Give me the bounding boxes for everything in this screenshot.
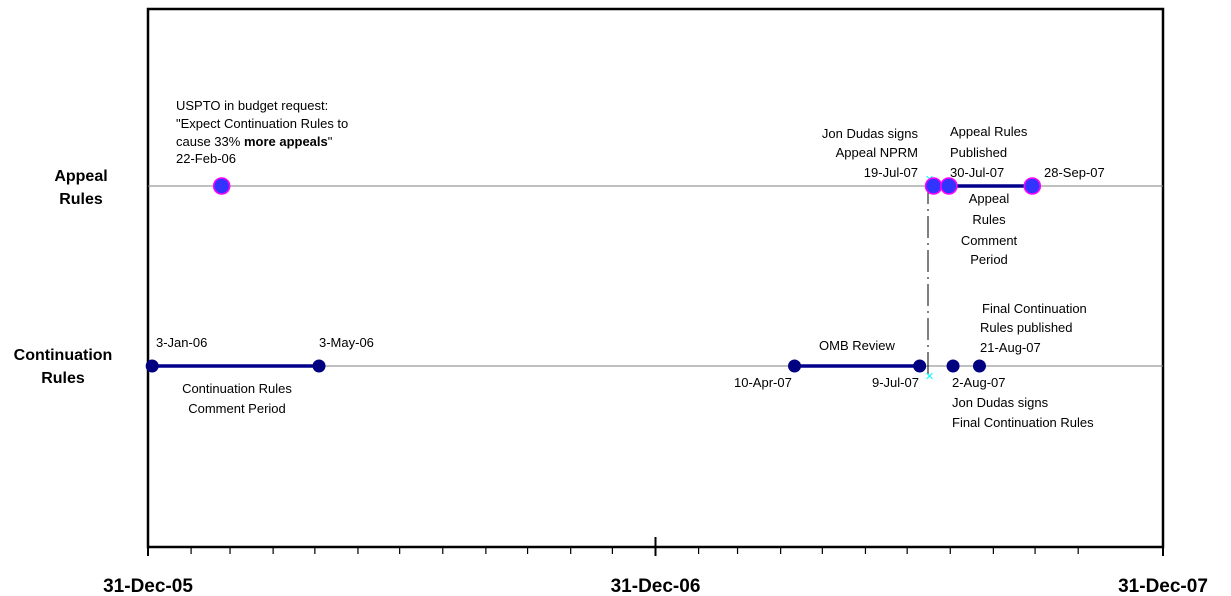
row-label-appeal: Appeal Rules [54, 168, 107, 208]
appeal-comment-line-4: Period [970, 252, 1008, 267]
row-label-continuation-line2: Rules [41, 370, 85, 387]
appeal-comment-line-3: Comment [961, 233, 1018, 248]
final-sign-line-1: Jon Dudas signs [952, 395, 1049, 410]
label-3-jan-06: 3-Jan-06 [156, 335, 207, 350]
event-marker-continuation [913, 359, 927, 373]
label-21-aug-07: 21-Aug-07 [980, 340, 1041, 355]
label-9-jul-07: 9-Jul-07 [872, 375, 919, 390]
cursor-marker-bottom: ✕ [925, 370, 934, 383]
label-3-may-06: 3-May-06 [319, 335, 374, 350]
event-marker-continuation [788, 359, 802, 373]
final-sign-line-2: Final Continuation Rules [952, 415, 1094, 430]
continuation-comment-period-annotation: Continuation Rules Comment Period [182, 381, 292, 416]
cont-comment-line-1: Continuation Rules [182, 381, 292, 396]
x-axis: 31-Dec-05 31-Dec-06 31-Dec-07 [103, 537, 1208, 596]
budget-request-annotation: USPTO in budget request: "Expect Continu… [176, 98, 348, 149]
appeal-nprm-annotation: Jon Dudas signs Appeal NPRM [822, 126, 919, 160]
final-published-annotation: Final Continuation Rules published [980, 301, 1087, 335]
row-label-appeal-line2: Rules [59, 191, 103, 208]
budget-line-3-post: " [328, 134, 333, 149]
x-tick-label: 31-Dec-07 [1118, 576, 1208, 596]
plot-frame [146, 7, 1165, 549]
appeal-nprm-line-1: Jon Dudas signs [822, 126, 919, 141]
x-tick-label: 31-Dec-06 [611, 576, 701, 596]
row-label-continuation-line1: Continuation [14, 347, 113, 364]
appeal-nprm-line-2: Appeal NPRM [836, 145, 918, 160]
budget-line-2: "Expect Continuation Rules to [176, 116, 348, 131]
event-markers [145, 177, 1042, 373]
x-tick-label: 31-Dec-05 [103, 576, 193, 596]
appeal-comment-line-1: Appeal [969, 191, 1010, 206]
event-marker-continuation [946, 359, 960, 373]
budget-line-3-pre: cause 33% [176, 134, 244, 149]
event-marker-continuation [145, 359, 159, 373]
label-19-jul-07: 19-Jul-07 [864, 165, 918, 180]
appeal-pub-line-1: Appeal Rules [950, 124, 1028, 139]
appeal-comment-period-annotation: Appeal Rules Comment Period [961, 191, 1018, 267]
label-30-jul-07: 30-Jul-07 [950, 165, 1004, 180]
appeal-comment-line-2: Rules [972, 212, 1006, 227]
event-marker-continuation [972, 359, 986, 373]
row-label-continuation: Continuation Rules [14, 347, 113, 387]
final-signed-annotation: Jon Dudas signs Final Continuation Rules [952, 395, 1094, 430]
budget-line-3-bold: more appeals [244, 134, 328, 149]
row-label-appeal-line1: Appeal [54, 168, 107, 185]
event-marker-appeal [1023, 177, 1042, 195]
label-2-aug-07: 2-Aug-07 [952, 375, 1005, 390]
omb-review-annotation: OMB Review [819, 338, 895, 353]
budget-line-1: USPTO in budget request: [176, 98, 328, 113]
cont-comment-line-2: Comment Period [188, 401, 286, 416]
event-marker-appeal [940, 177, 958, 195]
period-lines [152, 184, 1033, 368]
event-marker-appeal [924, 177, 943, 195]
final-pub-line-1: Final Continuation [982, 301, 1087, 316]
event-marker-appeal [212, 177, 231, 195]
appeal-published-annotation: Appeal Rules Published [950, 124, 1028, 160]
budget-line-3: cause 33% more appeals" [176, 134, 333, 149]
label-10-apr-07: 10-Apr-07 [734, 375, 792, 390]
event-marker-continuation [312, 359, 326, 373]
final-pub-line-2: Rules published [980, 320, 1073, 335]
appeal-pub-line-2: Published [950, 145, 1007, 160]
label-22-feb-06: 22-Feb-06 [176, 151, 236, 166]
label-28-sep-07: 28-Sep-07 [1044, 165, 1105, 180]
